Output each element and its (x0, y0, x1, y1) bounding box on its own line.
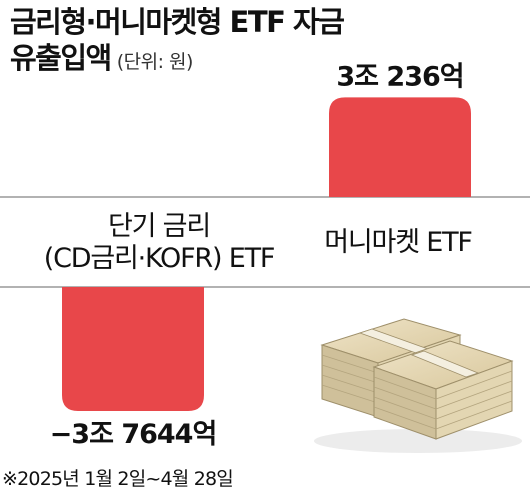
category-label-1-line-1: 단기 금리 (108, 211, 210, 242)
bar-value-label-1: −3조 7644억 (50, 419, 217, 450)
bar-value-label-2: 3조 236억 (336, 61, 463, 92)
title-line-1: 금리형·머니마켓형 ETF 자금 (10, 5, 345, 39)
category-label-2-line-1: 머니마켓 ETF (324, 227, 471, 258)
category-label-1-line-2: (CD금리·KOFR) ETF (44, 243, 274, 274)
bar-1 (62, 287, 204, 411)
money-stack-icon (314, 318, 522, 453)
chart-title: 금리형·머니마켓형 ETF 자금 유출입액 (단위: 원) (10, 4, 345, 80)
footnote: ※2025년 1월 2일~4월 28일 (2, 468, 234, 490)
unit-label: (단위: 원) (116, 51, 194, 73)
title-line-2: 유출입액 (10, 41, 112, 75)
bar-2 (329, 97, 471, 197)
